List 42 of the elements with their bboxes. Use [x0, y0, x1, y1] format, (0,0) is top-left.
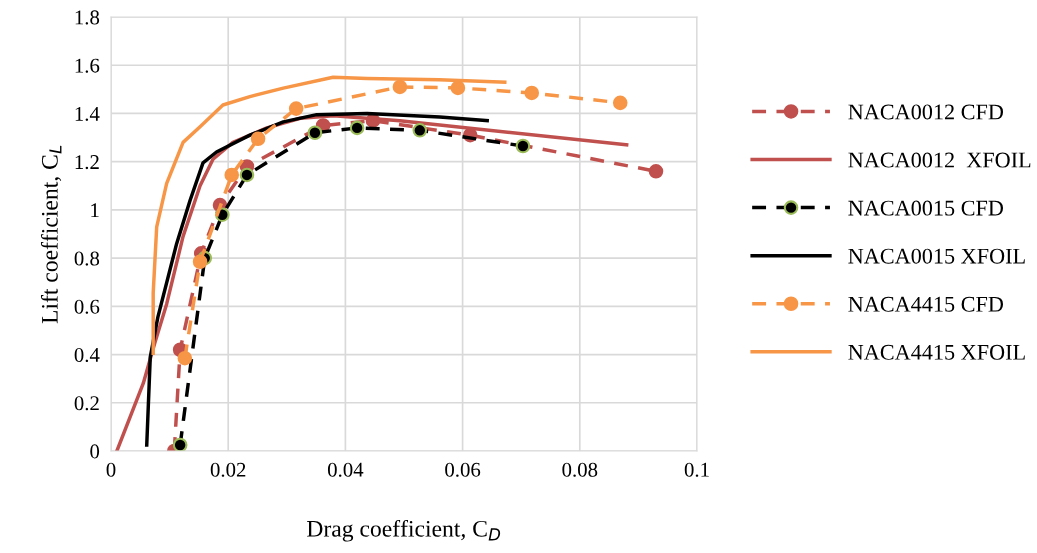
x-tick-label: 0.04 [327, 462, 364, 477]
point [239, 167, 255, 183]
point [192, 254, 208, 270]
point [172, 437, 188, 451]
y-tick-label: 1.2 [75, 155, 99, 170]
y-tick-label: 0 [90, 444, 100, 459]
point [515, 138, 531, 154]
line-series [151, 75, 507, 356]
legend-label: NACA0015 XFOIL [848, 248, 1025, 264]
y-tick-label: 1.4 [75, 106, 100, 121]
point [612, 95, 628, 111]
y-tick-label: 0.2 [74, 396, 99, 411]
legend-label: NACA0012 XFOIL [848, 152, 1031, 168]
point [250, 131, 266, 147]
point [392, 79, 408, 95]
legend-label: NACA4415 CFD [848, 296, 1004, 312]
x-tick-label: 0 [106, 462, 116, 477]
point [349, 120, 365, 136]
x-axis-title: Drag coefficient, C$_{D}$ [307, 519, 501, 542]
point [524, 85, 540, 101]
y-tick-label: 1.8 [75, 10, 100, 25]
point [307, 125, 323, 141]
point [412, 123, 428, 138]
legend-label: NACA0015 CFD [848, 200, 1004, 216]
point [648, 164, 664, 179]
x-tick-label: 0.08 [562, 462, 598, 477]
legend-label: NACA0012 CFD [848, 104, 1004, 120]
point [177, 350, 193, 366]
x-tick-label: 0.1 [684, 462, 709, 477]
y-tick-label: 0.6 [74, 299, 100, 314]
y-axis-title: Lift coefficient, C$_{L}$ [40, 145, 62, 324]
line-series [145, 111, 489, 447]
y-tick-label: 1.6 [75, 58, 100, 73]
x-tick-label: 0.06 [445, 462, 481, 477]
y-tick-label: 1 [91, 203, 99, 218]
point [288, 101, 304, 116]
point [450, 80, 466, 96]
y-tick-label: 0.8 [74, 251, 100, 266]
point [224, 167, 240, 183]
y-tick-label: 0.4 [74, 347, 100, 363]
x-tick-label: 0.02 [210, 462, 246, 477]
legend-label: NACA4415 XFOIL [848, 344, 1025, 360]
